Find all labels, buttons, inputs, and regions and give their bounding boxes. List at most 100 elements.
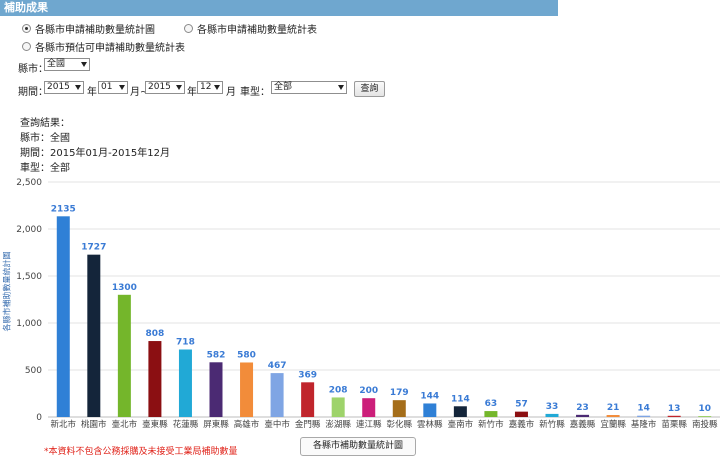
start-year-select[interactable]: 2015 — [44, 81, 84, 94]
y-tick-label: 1,000 — [16, 319, 42, 329]
x-tick-label: 新竹縣 — [539, 419, 565, 430]
data-label: 14 — [637, 404, 650, 414]
bar-新竹縣 — [545, 413, 559, 417]
y-tick-label: 500 — [25, 366, 42, 376]
x-tick-label: 嘉義市 — [509, 419, 535, 430]
data-label: 33 — [546, 402, 559, 412]
bar-彰化縣 — [392, 400, 406, 417]
data-label: 144 — [420, 391, 439, 401]
month-range-unit: 月~ — [130, 87, 149, 98]
bar-雲林縣 — [423, 403, 437, 417]
bar-金門縣 — [301, 382, 315, 417]
radio-option-chart[interactable]: 各縣市申請補助數量統計圖 — [22, 21, 155, 36]
x-tick-label: 南投縣 — [692, 419, 718, 430]
x-tick-label: 雲林縣 — [417, 419, 443, 430]
x-tick-label: 澎湖縣 — [325, 419, 351, 430]
bar-新北市 — [56, 216, 70, 417]
data-label: 580 — [237, 350, 256, 360]
x-tick-label: 嘉義縣 — [570, 419, 596, 430]
bar-臺中市 — [270, 373, 284, 417]
end-year-value: 2015 — [148, 82, 171, 92]
chevron-down-icon — [214, 85, 220, 90]
results-heading: 查詢結果： — [20, 118, 70, 129]
bar-花蓮縣 — [178, 349, 192, 417]
radio-label: 各縣市申請補助數量統計表 — [197, 25, 317, 36]
end-month-value: 12 — [200, 82, 212, 92]
start-month-value: 01 — [101, 82, 113, 92]
data-label: 114 — [451, 394, 470, 404]
data-label: 21 — [607, 403, 620, 413]
x-tick-label: 苗栗縣 — [661, 419, 687, 430]
chevron-down-icon — [338, 85, 344, 90]
x-tick-label: 臺中市 — [264, 419, 290, 430]
bar-嘉義縣 — [576, 414, 590, 417]
data-label: 179 — [390, 388, 409, 398]
y-tick-label: 1,500 — [16, 272, 42, 282]
x-tick-label: 宜蘭縣 — [600, 419, 626, 430]
bar-高雄市 — [240, 362, 254, 417]
data-label: 23 — [576, 403, 589, 413]
data-label: 467 — [268, 361, 287, 371]
data-label: 808 — [146, 329, 165, 339]
bar-連江縣 — [362, 398, 376, 417]
radio-label: 各縣市申請補助數量統計圖 — [35, 25, 155, 36]
radio-option-estimate[interactable]: 各縣市預估可申請補助數量統計表 — [22, 39, 185, 54]
bar-新竹市 — [484, 411, 498, 417]
y-axis-title: 各縣市補助數量統計圖 — [2, 251, 12, 332]
data-label: 582 — [207, 350, 226, 360]
bar-屏東縣 — [209, 362, 223, 417]
data-label: 13 — [668, 404, 681, 414]
x-tick-label: 臺南市 — [448, 419, 474, 430]
data-label: 1300 — [112, 283, 137, 293]
county-label: 縣市： — [18, 64, 48, 75]
data-label: 369 — [298, 370, 317, 380]
y-tick-label: 2,500 — [16, 178, 42, 188]
bar-宜蘭縣 — [606, 415, 620, 417]
end-year-select[interactable]: 2015 — [145, 81, 185, 94]
start-month-select[interactable]: 01 — [98, 81, 128, 94]
results-period: 期間：2015年01月-2015年12月 — [20, 148, 170, 159]
x-tick-label: 臺北市 — [112, 419, 138, 430]
data-label: 63 — [485, 399, 498, 409]
x-tick-label: 基隆市 — [631, 419, 657, 430]
radio-button[interactable] — [22, 24, 31, 33]
county-select-value: 全國 — [47, 59, 66, 69]
data-label: 200 — [359, 386, 378, 396]
radio-button[interactable] — [184, 24, 193, 33]
bar-南投縣 — [698, 416, 712, 417]
vehicle-label: 車型： — [240, 87, 270, 98]
bar-臺東縣 — [148, 341, 162, 417]
bar-臺北市 — [117, 294, 131, 417]
county-select[interactable]: 全國 — [44, 58, 90, 71]
bar-嘉義市 — [514, 411, 528, 417]
x-tick-label: 新竹市 — [478, 419, 504, 430]
disclaimer-note: *本資料不包含公務採購及未接受工業局補助數量 — [44, 447, 238, 457]
x-tick-label: 金門縣 — [295, 419, 321, 430]
bar-臺南市 — [453, 406, 467, 417]
query-button[interactable]: 查詢 — [354, 81, 385, 97]
bar-桃園市 — [87, 254, 101, 417]
y-tick-label: 0 — [36, 413, 42, 423]
data-label: 10 — [698, 404, 711, 414]
results-county: 縣市：全國 — [20, 133, 70, 144]
page-title: 補助成果 — [0, 0, 558, 16]
period-label: 期間： — [18, 87, 48, 98]
chevron-down-icon — [176, 85, 182, 90]
y-tick-label: 2,000 — [16, 225, 42, 235]
x-tick-label: 高雄市 — [234, 419, 260, 430]
chevron-down-icon — [75, 85, 81, 90]
data-label: 57 — [515, 400, 528, 410]
vehicle-select[interactable]: 全部 — [271, 81, 347, 94]
year-unit: 年 — [87, 87, 97, 98]
bar-澎湖縣 — [331, 397, 345, 417]
radio-option-table[interactable]: 各縣市申請補助數量統計表 — [184, 21, 317, 36]
radio-button[interactable] — [22, 42, 31, 51]
x-tick-label: 臺東縣 — [142, 419, 168, 430]
year-unit: 年 — [187, 87, 197, 98]
chevron-down-icon — [81, 62, 87, 67]
radio-label: 各縣市預估可申請補助數量統計表 — [35, 43, 185, 54]
x-tick-label: 連江縣 — [356, 419, 382, 430]
bar-chart: 0 500 1,000 1,500 2,000 2,500 2135 新北市 1727 桃園市 13… — [16, 178, 720, 430]
chart-view-button[interactable]: 各縣市補助數量統計圖 — [300, 437, 416, 456]
end-month-select[interactable]: 12 — [197, 81, 223, 94]
